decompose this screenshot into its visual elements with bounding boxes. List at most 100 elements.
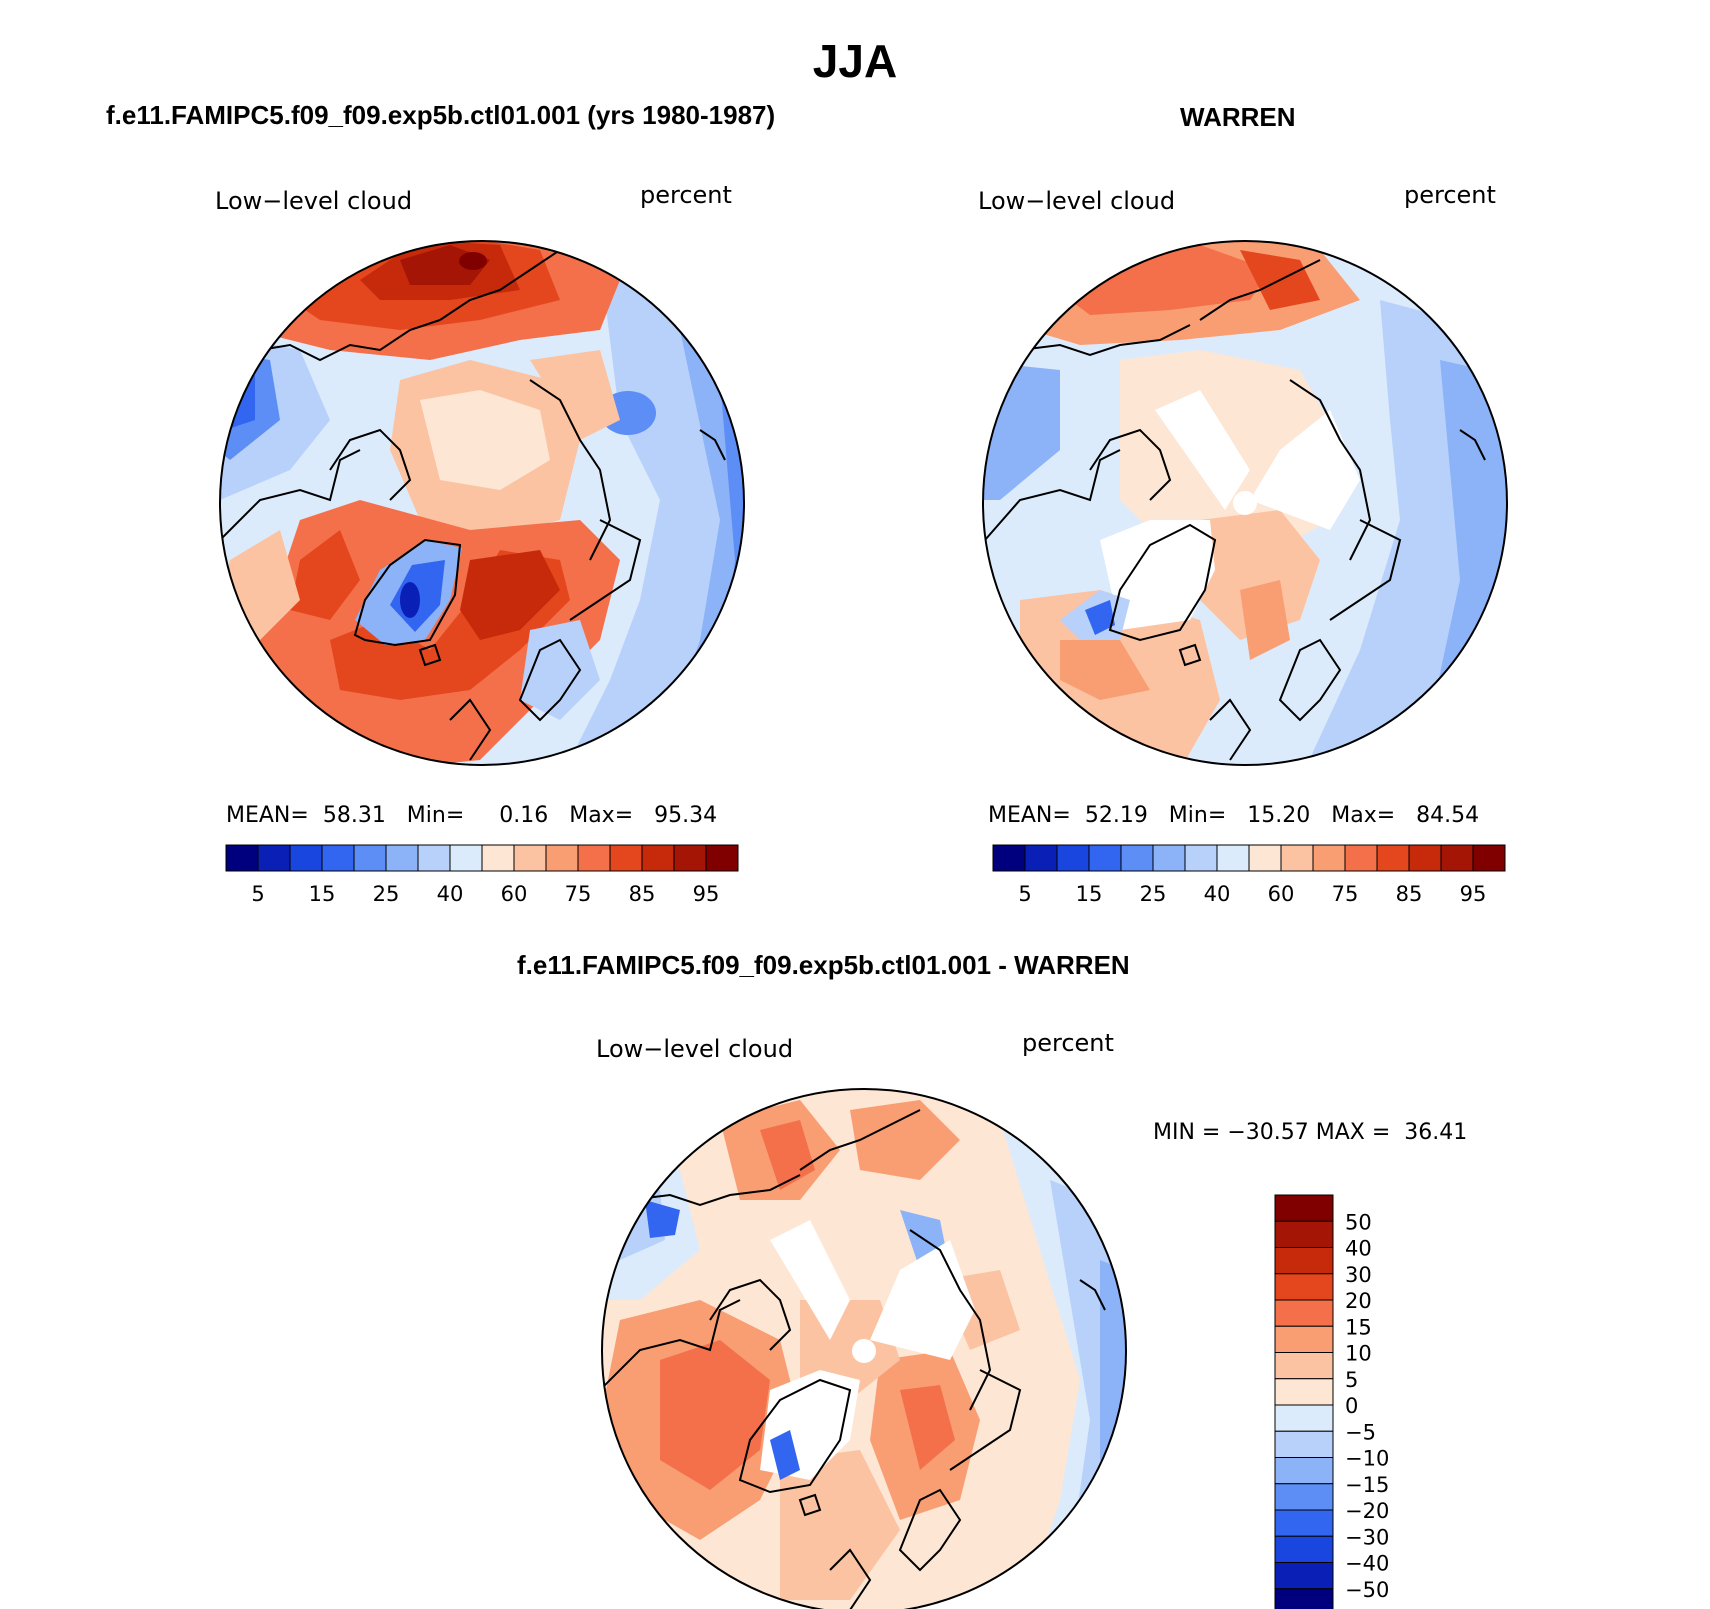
obs-units-label: percent xyxy=(1404,181,1496,209)
model-colorbar-box xyxy=(545,844,579,872)
diff-colorbar-tick-label: 30 xyxy=(1345,1263,1372,1287)
diff-panel-subtitle: f.e11.FAMIPC5.f09_f09.exp5b.ctl01.001 - … xyxy=(517,950,1130,980)
diff-polar-map xyxy=(602,1089,1126,1609)
obs-colorbar-box xyxy=(1248,844,1282,872)
obs-colorbar-tick-label: 25 xyxy=(1140,882,1167,906)
obs-colorbar-box xyxy=(1216,844,1250,872)
diff-colorbar-tick-label: 50 xyxy=(1345,1210,1372,1234)
diff-colorbar-tick-label: −15 xyxy=(1345,1473,1389,1497)
model-units-label: percent xyxy=(640,181,732,209)
model-stats: MEAN= 58.31 Min= 0.16 Max= 95.34 xyxy=(226,803,718,828)
diff-colorbar-box xyxy=(1274,1509,1334,1537)
obs-colorbar-tick-label: 40 xyxy=(1204,882,1231,906)
model-colorbar-tick-label: 75 xyxy=(565,882,592,906)
diff-colorbar-box xyxy=(1274,1378,1334,1406)
model-colorbar-box xyxy=(385,844,419,872)
model-colorbar-tick-label: 85 xyxy=(629,882,656,906)
model-colorbar-box xyxy=(225,844,259,872)
model-colorbar-box xyxy=(449,844,483,872)
model-colorbar-box xyxy=(417,844,451,872)
diff-colorbar-tick-label: 20 xyxy=(1345,1289,1372,1313)
obs-colorbar-box xyxy=(1152,844,1186,872)
diff-colorbar-tick-label: −5 xyxy=(1345,1420,1376,1444)
diff-colorbar-box xyxy=(1274,1352,1334,1380)
model-colorbar-box xyxy=(513,844,547,872)
obs-colorbar-tick-label: 15 xyxy=(1076,882,1103,906)
obs-colorbar: 5 15 25 40 60 75 85 95 xyxy=(992,844,1506,906)
diff-colorbar-tick-label: −10 xyxy=(1345,1447,1389,1471)
diff-colorbar-tick-label: 15 xyxy=(1345,1315,1372,1339)
obs-colorbar-box xyxy=(1472,844,1506,872)
diff-colorbar-box xyxy=(1274,1562,1334,1590)
obs-colorbar-box xyxy=(1312,844,1346,872)
model-colorbar-box xyxy=(705,844,739,872)
diff-colorbar-box xyxy=(1274,1535,1334,1563)
diff-colorbar-tick-label: −20 xyxy=(1345,1499,1389,1523)
model-colorbar-tick-label: 15 xyxy=(309,882,336,906)
figure-title: JJA xyxy=(812,35,898,87)
obs-colorbar-tick-label: 5 xyxy=(1018,882,1031,906)
diff-colorbar-tick-label: 10 xyxy=(1345,1342,1372,1366)
model-colorbar: 5 15 25 40 60 75 85 95 xyxy=(225,844,739,906)
obs-colorbar-box xyxy=(1088,844,1122,872)
diff-colorbar-box xyxy=(1274,1194,1334,1222)
model-colorbar-box xyxy=(481,844,515,872)
obs-stats: MEAN= 52.19 Min= 15.20 Max= 84.54 xyxy=(988,803,1480,828)
diff-field-label: Low−level cloud xyxy=(596,1035,794,1063)
diff-colorbar-tick-label: −40 xyxy=(1345,1552,1389,1576)
diff-colorbar-box xyxy=(1274,1588,1334,1609)
obs-panel-subtitle: WARREN xyxy=(1180,102,1296,132)
diff-colorbar-tick-label: 5 xyxy=(1345,1368,1358,1392)
diff-colorbar-tick-label: −50 xyxy=(1345,1578,1389,1602)
diff-colorbar-tick-label: 40 xyxy=(1345,1237,1372,1261)
obs-colorbar-box xyxy=(992,844,1026,872)
diff-colorbar-box xyxy=(1274,1273,1334,1301)
model-colorbar-box xyxy=(321,844,355,872)
obs-colorbar-tick-label: 85 xyxy=(1396,882,1423,906)
diff-colorbar-box xyxy=(1274,1483,1334,1511)
model-colorbar-tick-label: 5 xyxy=(251,882,264,906)
model-colorbar-tick-label: 95 xyxy=(693,882,720,906)
obs-colorbar-box xyxy=(1344,844,1378,872)
diff-colorbar-box xyxy=(1274,1325,1334,1353)
model-field-label: Low−level cloud xyxy=(215,187,413,215)
diff-stats: MIN = −30.57 MAX = 36.41 xyxy=(1153,1120,1468,1145)
obs-polar-map xyxy=(983,241,1507,765)
obs-field-label: Low−level cloud xyxy=(978,187,1176,215)
diff-colorbar-box xyxy=(1274,1220,1334,1248)
model-colorbar-box xyxy=(673,844,707,872)
model-colorbar-tick-label: 60 xyxy=(501,882,528,906)
model-colorbar-tick-label: 25 xyxy=(373,882,400,906)
model-colorbar-box xyxy=(353,844,387,872)
model-map-border xyxy=(219,240,745,766)
model-colorbar-box xyxy=(641,844,675,872)
obs-colorbar-box xyxy=(1120,844,1154,872)
obs-colorbar-box xyxy=(1376,844,1410,872)
obs-map-border xyxy=(982,240,1508,766)
diff-colorbar-box xyxy=(1274,1430,1334,1458)
obs-colorbar-box xyxy=(1408,844,1442,872)
diff-colorbar-box xyxy=(1274,1457,1334,1485)
model-panel-subtitle: f.e11.FAMIPC5.f09_f09.exp5b.ctl01.001 (y… xyxy=(106,100,776,130)
model-colorbar-box xyxy=(289,844,323,872)
obs-colorbar-box xyxy=(1184,844,1218,872)
obs-colorbar-tick-label: 60 xyxy=(1268,882,1295,906)
obs-colorbar-tick-label: 75 xyxy=(1332,882,1359,906)
diff-colorbar-tick-label: 0 xyxy=(1345,1394,1358,1418)
diff-colorbar-box xyxy=(1274,1404,1334,1432)
diff-colorbar-box xyxy=(1274,1247,1334,1275)
diff-colorbar-box xyxy=(1274,1299,1334,1327)
model-colorbar-box xyxy=(257,844,291,872)
model-colorbar-tick-label: 40 xyxy=(437,882,464,906)
model-colorbar-box xyxy=(577,844,611,872)
obs-colorbar-box xyxy=(1280,844,1314,872)
obs-colorbar-box xyxy=(1440,844,1474,872)
model-colorbar-box xyxy=(609,844,643,872)
diff-map-border xyxy=(601,1088,1127,1609)
obs-colorbar-box xyxy=(1056,844,1090,872)
model-polar-map xyxy=(220,241,744,765)
obs-colorbar-tick-label: 95 xyxy=(1460,882,1487,906)
diff-units-label: percent xyxy=(1022,1029,1114,1057)
